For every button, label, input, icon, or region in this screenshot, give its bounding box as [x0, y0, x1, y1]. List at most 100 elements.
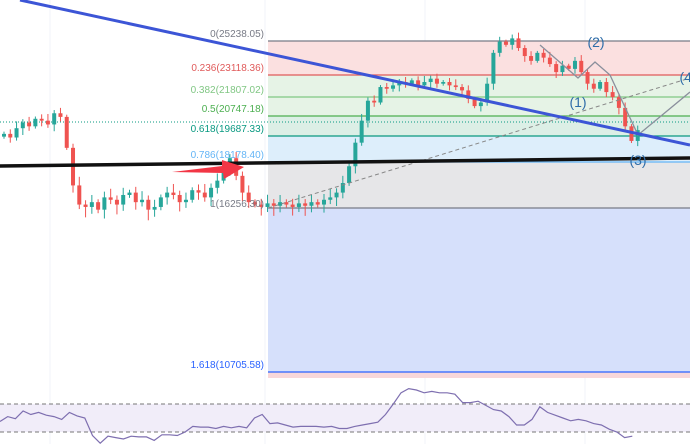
candle [252, 199, 257, 208]
candle [265, 194, 270, 213]
candle [384, 83, 389, 94]
fib-level-label: 0.236(23118.36) [191, 63, 264, 74]
candle [372, 95, 377, 107]
candle [58, 107, 63, 122]
candle [121, 187, 126, 211]
candle [202, 183, 207, 202]
candle [102, 191, 107, 219]
fib-zone [268, 75, 690, 97]
candle [190, 187, 195, 203]
candle [240, 171, 245, 202]
elliott-wave-lines[interactable] [539, 44, 690, 137]
candle [522, 45, 527, 62]
fib-level-label: 0(25238.05) [210, 29, 264, 40]
wave-label: (4) [679, 69, 690, 85]
candle [108, 188, 113, 205]
candle [45, 113, 50, 128]
candle [560, 60, 565, 76]
support-line[interactable] [0, 156, 690, 168]
candle [177, 190, 182, 212]
candle [434, 73, 439, 88]
candle [146, 195, 151, 221]
candle [309, 194, 314, 213]
wave-label: (2) [587, 34, 604, 50]
candle [554, 61, 559, 78]
candle [529, 51, 534, 65]
candle [491, 49, 496, 90]
candle [215, 173, 220, 194]
candle [416, 76, 421, 91]
candle [14, 121, 19, 141]
candle [322, 194, 326, 213]
candle [541, 48, 546, 63]
candle [572, 57, 577, 74]
candle [27, 116, 32, 131]
candle [165, 186, 170, 205]
candle [579, 55, 584, 75]
fib-level-label: 0.618(19687.33) [191, 124, 264, 135]
candle [152, 199, 157, 217]
candle [96, 199, 101, 214]
candle [133, 186, 138, 210]
candle [271, 199, 276, 216]
candle [591, 78, 596, 93]
candle [598, 80, 603, 91]
candle [183, 192, 188, 208]
rsi-band [0, 404, 690, 432]
candle [303, 199, 308, 216]
candle [497, 36, 502, 57]
candle [114, 195, 119, 215]
candle [453, 79, 458, 91]
wave-label: (1) [569, 94, 586, 110]
candle [83, 200, 88, 218]
rsi-panel [0, 387, 690, 444]
candle [334, 188, 339, 206]
candle [8, 129, 13, 143]
fib-zone [268, 372, 690, 378]
candle [158, 194, 163, 211]
candle [89, 194, 94, 214]
candle [604, 77, 609, 98]
candle [20, 119, 25, 136]
candle [447, 77, 452, 91]
fib-level-label: 1(16256.30) [210, 199, 264, 210]
candle [196, 184, 201, 200]
candle [259, 198, 264, 216]
candle [535, 50, 540, 63]
candle [64, 114, 69, 150]
candle [359, 113, 364, 146]
candle [77, 176, 82, 210]
candle [616, 94, 621, 115]
fib-zone [268, 41, 690, 75]
candle [140, 191, 145, 207]
candle [347, 163, 352, 186]
candles [2, 32, 640, 221]
fib-level-label: 0.382(21807.02) [191, 85, 264, 96]
candle [296, 194, 301, 213]
candle [585, 69, 590, 90]
candle [127, 189, 132, 198]
candle [315, 199, 320, 208]
candle [2, 131, 6, 139]
fib-zone [268, 162, 690, 208]
candle [246, 185, 251, 208]
candle [516, 32, 521, 51]
candle [33, 116, 38, 129]
candle [378, 85, 383, 105]
descending-trendline[interactable] [19, 0, 690, 147]
candle [39, 114, 44, 127]
fib-zone [268, 208, 690, 372]
candle [441, 80, 446, 86]
candle [428, 75, 433, 89]
fib-diagonal-dashed[interactable] [267, 77, 690, 209]
fib-level-label: 0.5(20747.18) [202, 104, 264, 115]
fib-level-label: 0.786(18178.40) [191, 150, 264, 161]
candle [340, 175, 345, 199]
rsi-line [0, 387, 633, 444]
candle [466, 85, 471, 104]
candle [290, 198, 295, 216]
candle [278, 194, 283, 213]
candle [209, 183, 214, 206]
candle [510, 34, 515, 50]
